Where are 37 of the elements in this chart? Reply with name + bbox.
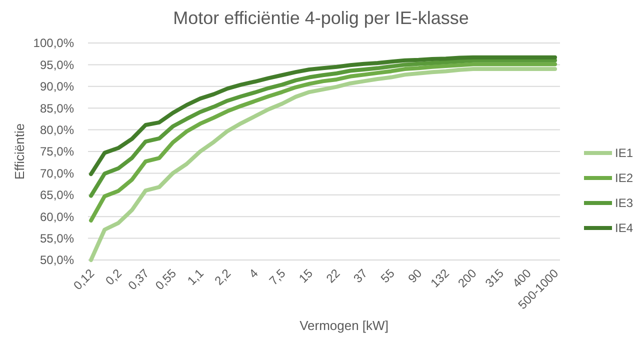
x-axis-title: Vermogen [kW] [300, 318, 388, 333]
line-series [89, 67, 557, 262]
x-tick-label: 1,1 [184, 266, 207, 288]
x-tick-label: 315 [482, 266, 507, 290]
y-tick-label: 55,0% [40, 232, 74, 246]
x-tick-label: 200 [455, 266, 480, 290]
line-series [89, 62, 557, 223]
x-tick-label: 0,12 [70, 266, 98, 293]
y-tick-label: 100,0% [33, 36, 74, 50]
line-series [89, 58, 557, 198]
y-tick-label: 85,0% [40, 101, 74, 116]
y-tick-label: 80,0% [40, 123, 74, 137]
y-tick-label: 95,0% [40, 58, 74, 72]
x-tick-label: 0,55 [152, 266, 180, 293]
legend-label: IE4 [615, 221, 634, 236]
x-tick-label: 4 [246, 266, 262, 281]
y-tick-label: 70,0% [40, 166, 74, 180]
x-tick-label: 90 [405, 266, 425, 286]
x-tick-label: 15 [296, 266, 316, 286]
x-tick-label: 7,5 [266, 266, 288, 288]
x-tick-label: 37 [350, 266, 370, 286]
y-tick-label: 75,0% [40, 144, 74, 159]
x-tick-label: 132 [428, 266, 452, 290]
x-tick-label: 0,2 [102, 266, 125, 288]
line-series [89, 55, 557, 176]
x-tick-label: 55 [378, 266, 398, 286]
y-tick-label: 65,0% [40, 188, 74, 202]
y-tick-label: 90,0% [40, 80, 74, 94]
y-axis-title: Efficiëntie [12, 123, 27, 180]
x-tick-label: 2,2 [212, 266, 234, 288]
x-tick-label: 22 [323, 266, 343, 286]
legend-label: IE1 [615, 146, 634, 160]
chart-title: Motor efficiëntie 4-polig per IE-klasse [173, 8, 469, 28]
legend-label: IE2 [615, 171, 634, 186]
legend-label: IE3 [615, 196, 634, 210]
y-tick-label: 50,0% [40, 253, 74, 268]
y-tick-label: 60,0% [40, 210, 74, 224]
